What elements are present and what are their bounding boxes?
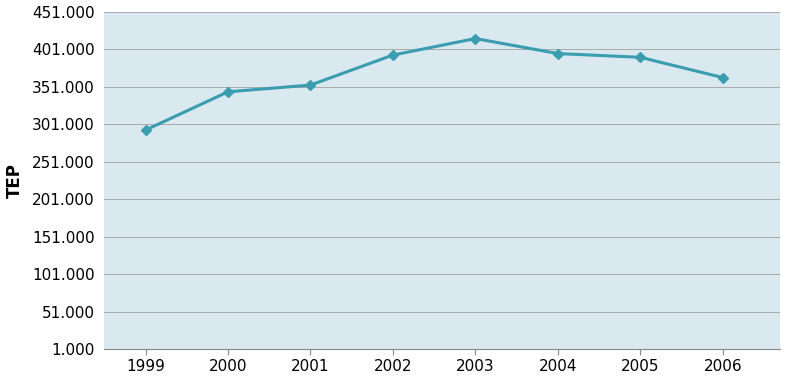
Y-axis label: TEP: TEP (6, 163, 24, 198)
